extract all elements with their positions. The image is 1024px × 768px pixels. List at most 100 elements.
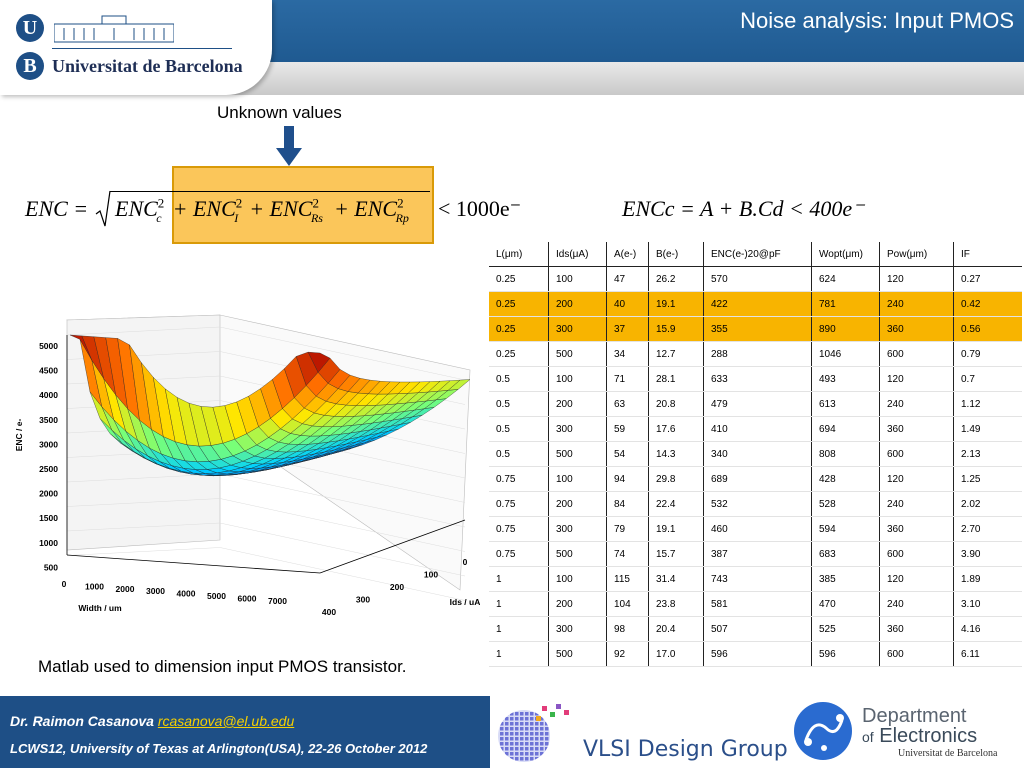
logo-u-circle: U	[16, 14, 44, 42]
z-axis-label: ENC / e-	[14, 419, 24, 452]
university-logo: U B Universitat de Barcelona	[0, 0, 272, 95]
x-tick-label: 3000	[146, 586, 165, 596]
grid-line	[66, 498, 221, 507]
cell-enc: 743	[703, 566, 812, 592]
author-email-link[interactable]: rcasanova@el.ub.edu	[157, 713, 295, 729]
equation-limit: < 1000e⁻	[438, 196, 522, 221]
cell-pow: 360	[879, 416, 954, 442]
cell-b: 31.4	[648, 566, 704, 592]
down-arrow-head-icon	[276, 148, 302, 166]
z-tick-label: 4000	[39, 390, 58, 400]
x-tick-label: 7000	[268, 596, 287, 606]
cell-if: 0.7	[953, 366, 1022, 392]
x-tick-label: 1000	[85, 581, 104, 591]
y-axis-line	[319, 519, 466, 574]
cell-ids: 200	[548, 491, 607, 517]
cell-enc: 288	[703, 341, 812, 367]
col-header-wopt: Wopt(μm)	[811, 242, 880, 267]
col-header-a: A(e-)	[606, 242, 649, 267]
z-tick-label: 500	[44, 562, 58, 572]
cell-a: 37	[606, 316, 649, 342]
university-name: Universitat de Barcelona	[52, 56, 243, 76]
cell-ids: 500	[548, 341, 607, 367]
cell-wopt: 694	[811, 416, 880, 442]
cell-l: 0.5	[489, 416, 549, 442]
cell-enc: 596	[703, 641, 812, 667]
col-header-enc: ENC(e-)20@pF	[703, 242, 812, 267]
cell-b: 15.9	[648, 316, 704, 342]
cell-wopt: 890	[811, 316, 880, 342]
cell-enc: 410	[703, 416, 812, 442]
cell-b: 20.4	[648, 616, 704, 642]
header: U B Universitat de Barcelona Noise analy…	[0, 0, 1024, 95]
table-row: 0.25 200 40 19.1 422 781 240 0.42	[489, 291, 1022, 317]
cell-pow: 600	[879, 541, 954, 567]
z-tick-label: 5000	[39, 341, 58, 351]
z-tick-label: 1500	[39, 513, 58, 523]
dept-line1: Department	[862, 705, 967, 727]
z-tick-label: 4500	[39, 366, 58, 376]
cell-pow: 600	[879, 441, 954, 467]
cell-l: 0.75	[489, 516, 549, 542]
col-header-ids: Ids(μA)	[548, 242, 607, 267]
cell-enc: 479	[703, 391, 812, 417]
cell-l: 0.75	[489, 466, 549, 492]
down-arrow-icon	[284, 126, 294, 148]
cell-b: 17.0	[648, 641, 704, 667]
cell-l: 0.25	[489, 291, 549, 317]
cell-pow: 240	[879, 391, 954, 417]
cell-a: 54	[606, 441, 649, 467]
table-row: 0.25 500 34 12.7 288 1046 600 0.79	[489, 341, 1022, 367]
cell-ids: 200	[548, 391, 607, 417]
cell-ids: 500	[548, 441, 607, 467]
cell-enc: 532	[703, 491, 812, 517]
dept-line2: of Electronics	[862, 725, 977, 748]
vlsi-logo-text: VLSI Design Group	[583, 737, 788, 762]
cell-b: 17.6	[648, 416, 704, 442]
cell-ids: 300	[548, 516, 607, 542]
cell-enc: 460	[703, 516, 812, 542]
equation-lhs: ENC =	[25, 196, 89, 221]
cell-wopt: 385	[811, 566, 880, 592]
table-row: 0.25 300 37 15.9 355 890 360 0.56	[489, 316, 1022, 342]
cell-b: 22.4	[648, 491, 704, 517]
cell-ids: 200	[548, 291, 607, 317]
cell-pow: 600	[879, 341, 954, 367]
z-tick-label: 3500	[39, 415, 58, 425]
z-tick-label: 2000	[39, 489, 58, 499]
cell-ids: 100	[548, 266, 607, 292]
cell-wopt: 1046	[811, 341, 880, 367]
cell-if: 4.16	[953, 616, 1022, 642]
electronics-dept-icon	[794, 702, 852, 760]
cell-a: 63	[606, 391, 649, 417]
y-tick-label: 400	[322, 607, 336, 615]
grid-line	[66, 473, 221, 483]
cell-if: 2.02	[953, 491, 1022, 517]
enc-surface-plot: 5000450040003500300025002000150010005000…	[14, 314, 480, 615]
equation-terms: ENC2c + ENC2I + ENC2Rs + ENC2Rp	[115, 196, 409, 225]
cell-enc: 570	[703, 266, 812, 292]
sqrt-symbol-icon	[95, 190, 111, 227]
cell-if: 0.27	[953, 266, 1022, 292]
cell-pow: 240	[879, 591, 954, 617]
enc-c-term: ENC2c	[115, 196, 165, 225]
dept-line3: Universitat de Barcelona	[898, 748, 998, 759]
enc-rs-term: ENC2Rs	[269, 196, 323, 225]
cell-wopt: 525	[811, 616, 880, 642]
cell-if: 1.49	[953, 416, 1022, 442]
cell-pow: 120	[879, 366, 954, 392]
footer-event: LCWS12, University of Texas at Arlington…	[10, 741, 428, 756]
x-tick-label: 0	[62, 579, 67, 589]
z-tick-label: 1000	[39, 538, 58, 548]
cell-l: 0.5	[489, 391, 549, 417]
grid-line	[66, 547, 221, 556]
table-header-row: L(μm) Ids(μA) A(e-) B(e-) ENC(e-)20@pF W…	[489, 242, 1022, 267]
grid-line	[219, 522, 466, 577]
cell-l: 1	[489, 566, 549, 592]
table-row: 0.5 300 59 17.6 410 694 360 1.49	[489, 416, 1022, 442]
cell-pow: 240	[879, 491, 954, 517]
cell-wopt: 683	[811, 541, 880, 567]
y-tick-label: 300	[356, 595, 370, 605]
cell-if: 0.42	[953, 291, 1022, 317]
col-header-b: B(e-)	[648, 242, 704, 267]
